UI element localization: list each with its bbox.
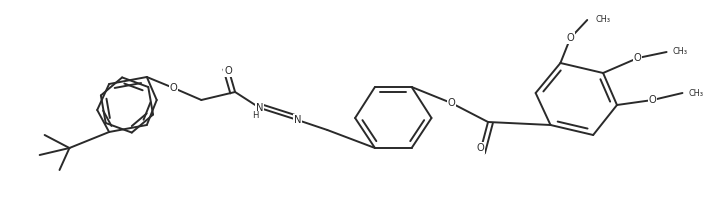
Text: H: H <box>252 111 258 121</box>
Text: N: N <box>256 103 263 113</box>
Text: O: O <box>649 95 657 105</box>
Text: O: O <box>634 53 642 63</box>
Text: O: O <box>169 83 177 93</box>
Text: N: N <box>294 115 301 125</box>
Text: O: O <box>566 33 574 43</box>
Text: O: O <box>477 143 484 153</box>
Text: CH₃: CH₃ <box>595 16 610 24</box>
Text: CH₃: CH₃ <box>673 47 688 56</box>
Text: O: O <box>225 66 232 76</box>
Text: CH₃: CH₃ <box>688 88 703 98</box>
Text: O: O <box>448 98 455 108</box>
